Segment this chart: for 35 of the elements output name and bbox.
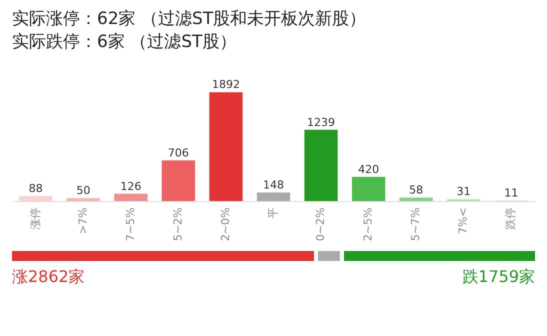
bar xyxy=(162,160,196,201)
x-tick-label: 跌停 xyxy=(504,208,518,230)
text: 涨2862家 xyxy=(12,267,85,288)
chart-title: 实际涨停：62家 （过滤ST股和未开板次新股） xyxy=(12,9,366,30)
data-label: 1892 xyxy=(212,78,240,92)
x-tick-label: 平 xyxy=(266,208,280,218)
bar xyxy=(399,198,433,201)
data-label: 88 xyxy=(28,182,43,195)
x-tick-label: >7% xyxy=(76,208,90,234)
x-tick-label: 7%< xyxy=(456,208,470,234)
chart-subtitle: 实际跌停：6家 （过滤ST股） xyxy=(12,32,236,52)
x-tick-label: 5~7% xyxy=(409,208,422,242)
x-tick-label: 7~5% xyxy=(124,208,137,242)
x-tick-label: 2~0% xyxy=(218,208,232,242)
bar xyxy=(352,176,386,201)
data-label: 706 xyxy=(168,146,189,160)
bar xyxy=(209,92,243,201)
x-tick-label: 涨停 xyxy=(28,208,42,230)
bar xyxy=(304,130,338,201)
data-label: 50 xyxy=(76,184,90,198)
data-label: 420 xyxy=(358,162,380,176)
bar xyxy=(66,198,100,201)
data-label: 1239 xyxy=(307,116,336,129)
bar xyxy=(114,194,148,201)
data-label: 126 xyxy=(120,180,142,193)
x-tick-label: 2~5% xyxy=(362,208,375,242)
data-label: 31 xyxy=(456,185,471,198)
data-label: 58 xyxy=(409,184,424,197)
data-label: 148 xyxy=(263,178,284,192)
data-label: 11 xyxy=(504,186,518,200)
text: 跌1759家 xyxy=(462,267,535,288)
x-tick-label: 0~2% xyxy=(314,208,328,242)
bar xyxy=(256,192,290,201)
bar xyxy=(19,196,52,201)
x-tick-label: 5~2% xyxy=(171,208,184,242)
